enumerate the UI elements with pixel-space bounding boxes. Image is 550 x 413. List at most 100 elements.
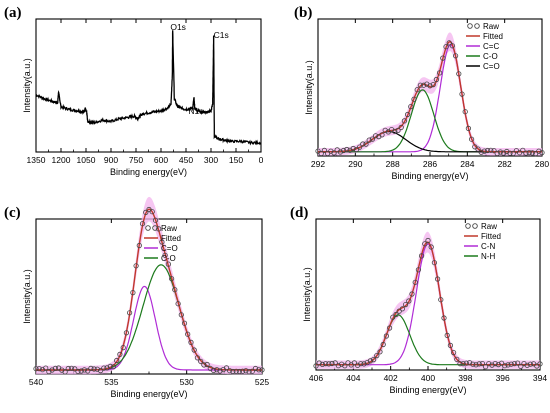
raw-data-point — [466, 360, 473, 366]
raw-data-point — [198, 358, 204, 364]
y-axis-label: Intensity(a.u.) — [302, 267, 312, 322]
peak-label-n1s: N1s — [188, 106, 203, 116]
raw-data-point — [152, 217, 159, 223]
x-tick-label: 600 — [154, 155, 168, 165]
legend-label: N-H — [481, 252, 495, 261]
raw-data-point — [342, 363, 348, 369]
raw-data-point — [256, 367, 262, 373]
x-tick-label: 750 — [129, 155, 143, 165]
component-cc-line — [318, 43, 542, 153]
raw-data-point — [91, 366, 97, 372]
raw-data-point — [252, 365, 259, 372]
raw-data-point — [149, 209, 155, 215]
legend-marker-raw — [467, 23, 473, 29]
raw-data-point — [319, 361, 325, 367]
raw-data-point — [143, 209, 149, 215]
raw-data-point — [482, 364, 489, 370]
raw-data-point — [332, 360, 338, 366]
raw-data-point — [169, 276, 175, 282]
raw-data-point — [433, 76, 439, 83]
raw-data-point — [94, 366, 100, 372]
panel-c: (c) 540 535 530 525 Binding energy(eV) Intensi… — [4, 196, 269, 399]
raw-data-point — [233, 368, 239, 374]
raw-data-point — [476, 361, 482, 367]
raw-data-point — [431, 260, 437, 266]
raw-data-point — [470, 361, 476, 367]
raw-data-point — [481, 148, 487, 154]
x-axis-label: Binding energy(eV) — [391, 171, 468, 181]
raw-data-point — [165, 261, 171, 267]
raw-data-point — [136, 242, 142, 249]
raw-data-point — [223, 365, 230, 371]
raw-data-point — [527, 361, 534, 367]
panel-a: (a) 1350 1200 1050 900 750 600 450 300 150 0 Bindin… — [4, 5, 264, 177]
raw-data-point — [399, 306, 405, 312]
raw-data-point — [117, 351, 123, 357]
x-tick-label: 0 — [259, 155, 264, 165]
raw-envelope-band — [316, 231, 540, 369]
panel-label-d: (d) — [290, 205, 308, 221]
raw-data-point — [438, 297, 444, 303]
raw-data-point — [404, 111, 411, 118]
raw-data-point — [417, 82, 423, 88]
x-tick-label: 396 — [496, 373, 510, 383]
raw-data-point — [383, 333, 389, 339]
raw-data-point — [75, 368, 81, 374]
raw-data-point — [78, 368, 84, 374]
raw-data-point — [178, 312, 184, 318]
raw-data-point — [498, 360, 505, 366]
raw-data-point — [356, 144, 363, 150]
raw-data-point — [114, 357, 120, 364]
legend-label: C=O — [161, 244, 178, 253]
raw-data-point — [502, 363, 508, 369]
raw-data-point — [211, 367, 217, 373]
raw-data-point — [488, 147, 494, 153]
raw-data-point — [507, 150, 513, 156]
x-tick-label: 284 — [460, 159, 474, 169]
x-tick-label: 535 — [104, 377, 118, 387]
raw-data-point — [479, 360, 485, 367]
raw-data-point — [230, 368, 236, 375]
peak-label-o1s: O1s — [170, 22, 186, 32]
raw-data-point — [514, 360, 521, 366]
raw-data-point — [120, 344, 126, 351]
legend-marker-raw — [474, 23, 480, 29]
raw-data-point — [392, 128, 398, 134]
raw-data-point — [393, 311, 399, 318]
raw-data-point — [505, 362, 511, 368]
y-axis-label: Intensity(a.u.) — [304, 60, 314, 115]
raw-data-point — [377, 349, 383, 355]
x-tick-label: 300 — [204, 155, 218, 165]
x-tick-label: 288 — [386, 159, 400, 169]
raw-data-point — [246, 369, 252, 375]
legend-marker-raw — [152, 225, 158, 231]
x-tick-label: 530 — [180, 377, 194, 387]
raw-data-point — [62, 369, 68, 375]
raw-data-point — [350, 145, 356, 152]
raw-data-point — [484, 147, 491, 154]
raw-data-point — [353, 147, 359, 153]
raw-data-point — [318, 150, 324, 157]
raw-data-point — [415, 267, 421, 273]
raw-data-point — [436, 70, 443, 76]
raw-data-point — [367, 358, 373, 364]
raw-data-point — [72, 366, 78, 372]
x-tick-label: 150 — [229, 155, 243, 165]
raw-data-point — [335, 363, 341, 369]
raw-data-point — [486, 361, 492, 367]
peak-label-c1s: C1s — [214, 30, 229, 40]
plot-frame — [35, 218, 263, 375]
raw-data-point — [130, 289, 136, 296]
raw-data-point — [409, 291, 415, 297]
raw-data-point — [68, 365, 75, 371]
raw-data-point — [524, 362, 530, 368]
x-axis-label: Binding energy(eV) — [110, 389, 187, 399]
raw-data-point — [372, 133, 379, 139]
raw-data-point — [523, 150, 529, 156]
raw-data-point — [217, 368, 223, 374]
raw-data-point — [460, 361, 466, 367]
fitted-line — [318, 41, 542, 153]
raw-data-point — [127, 310, 133, 316]
x-tick-label: 292 — [311, 159, 325, 169]
